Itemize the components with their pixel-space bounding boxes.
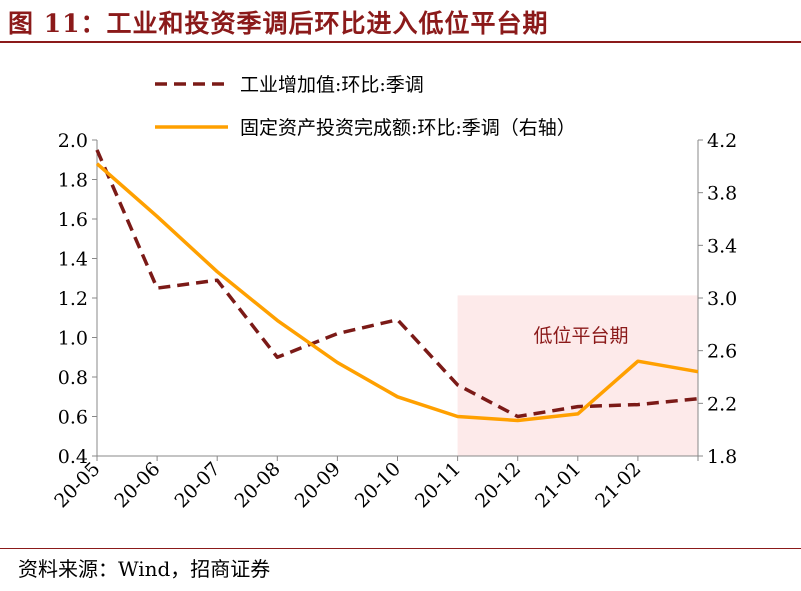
series-line-industry: [95, 149, 699, 419]
x-tick-label: 20-12: [471, 458, 525, 512]
series-line-investment: [95, 162, 699, 423]
legend-label: 工业增加值:环比:季调: [240, 74, 424, 96]
y-right-tick-label: 2.6: [707, 341, 737, 363]
annotation-label: 低位平台期: [533, 325, 628, 347]
x-tick-label: 20-11: [411, 458, 465, 512]
source-divider: [0, 548, 801, 549]
y-left-tick-label: 2.0: [58, 130, 88, 152]
y-left-tick-label: 1.8: [58, 170, 88, 192]
y-left-tick-label: 1.4: [58, 249, 88, 271]
y-right-tick-label: 3.0: [707, 288, 737, 310]
y-left-tick-label: 0.4: [58, 446, 88, 468]
x-tick-label: 20-07: [170, 458, 224, 512]
y-left-tick-label: 1.6: [58, 209, 88, 231]
y-right-tick-label: 2.2: [707, 393, 737, 415]
legend-label: 固定资产投资完成额:环比:季调（右轴）: [240, 117, 576, 139]
y-left-tick-label: 0.6: [58, 407, 88, 429]
figure-title: 图 11：工业和投资季调后环比进入低位平台期: [8, 9, 549, 38]
x-tick-label: 20-06: [110, 458, 164, 512]
x-tick-label: 20-09: [291, 458, 345, 512]
x-tick-label: 21-02: [591, 458, 645, 512]
x-tick-label: 21-01: [531, 458, 585, 512]
y-right-tick-label: 4.2: [707, 130, 737, 152]
source-note: 资料来源：Wind，招商证券: [18, 557, 271, 581]
line-chart: 0.4 0.6 0.8 1.0 1.2 1.4 1.6 1.8 2.0 1.8 2.2 2.6 3.0 3…: [50, 74, 737, 512]
y-right-tick-label: 3.4: [707, 235, 737, 257]
x-tick-label: 20-10: [351, 458, 405, 512]
y-right-tick-label: 3.8: [707, 183, 737, 205]
y-left-tick-label: 1.2: [58, 288, 88, 310]
shaded-region: [457, 295, 698, 456]
y-right-tick-label: 1.8: [707, 446, 737, 468]
x-tick-label: 20-08: [231, 458, 285, 512]
y-left-tick-label: 1.0: [58, 328, 88, 350]
y-left-tick-label: 0.8: [58, 367, 88, 389]
title-divider: [0, 41, 801, 43]
